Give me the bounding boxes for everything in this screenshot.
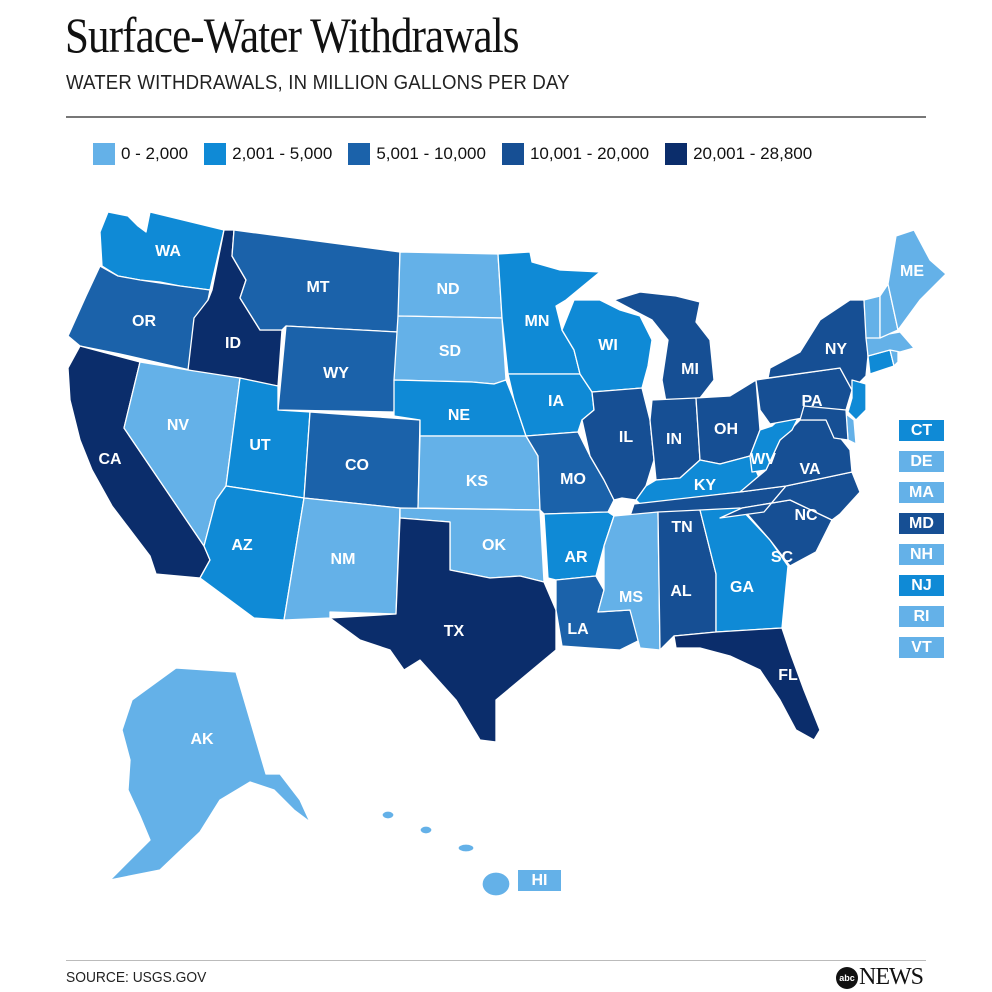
legend-swatch [665, 143, 688, 165]
label-tx: TX [444, 623, 465, 640]
label-ks: KS [466, 473, 489, 490]
legend-item-4: 20,001 - 28,800 [665, 143, 812, 165]
label-wv: WV [750, 451, 776, 468]
legend-label: 5,001 - 10,000 [376, 144, 486, 163]
legend-swatch [204, 143, 227, 165]
state-ar [543, 511, 615, 581]
news-wordmark: NEWS [859, 964, 924, 990]
state-fl [673, 627, 821, 741]
footer-divider [66, 960, 926, 961]
label-al: AL [670, 583, 692, 600]
small-state-md: MD [899, 513, 944, 534]
label-nd: ND [436, 281, 459, 298]
label-ia: IA [548, 393, 564, 410]
abc-logo-icon: abc [836, 966, 858, 989]
legend-swatch [348, 143, 371, 165]
legend-item-3: 10,001 - 20,000 [501, 143, 650, 165]
label-ms: MS [619, 589, 643, 606]
state-mi [613, 291, 715, 403]
label-ne: NE [448, 407, 471, 424]
legend-swatch [501, 143, 524, 165]
label-ny: NY [825, 341, 848, 358]
label-nv: NV [167, 417, 190, 434]
state-hi-oahu [419, 825, 433, 835]
small-state-ma: MA [899, 482, 944, 503]
legend-item-0: 0 - 2,000 [93, 143, 188, 165]
label-nm: NM [331, 551, 356, 568]
small-state-vt: VT [899, 637, 944, 658]
state-hi-kauai [381, 810, 395, 820]
state-nj [847, 379, 867, 421]
label-wy: WY [323, 365, 349, 382]
label-ky: KY [694, 477, 717, 494]
label-pa: PA [801, 393, 822, 410]
small-state-de: DE [899, 451, 944, 472]
label-ga: GA [730, 579, 754, 596]
state-hi-big [481, 871, 511, 897]
label-me: ME [900, 263, 924, 280]
legend: 0 - 2,000 2,001 - 5,000 5,001 - 10,000 1… [93, 143, 828, 165]
state-wi [561, 299, 653, 393]
legend-swatch [93, 143, 115, 165]
legend-item-1: 2,001 - 5,000 [204, 143, 332, 165]
header-divider [66, 116, 926, 118]
source-credit: SOURCE: USGS.GOV [66, 969, 207, 986]
label-hi: HI [518, 870, 561, 891]
label-ca: CA [98, 451, 122, 468]
label-ut: UT [249, 437, 271, 454]
state-hi-maui [457, 843, 475, 853]
state-vt [863, 295, 881, 339]
legend-label: 10,001 - 20,000 [529, 144, 650, 163]
label-wi: WI [598, 337, 618, 354]
small-state-nh: NH [899, 544, 944, 565]
label-il: IL [619, 429, 633, 446]
state-me [887, 229, 947, 331]
label-la: LA [567, 621, 589, 638]
label-wa: WA [155, 243, 181, 260]
legend-label: 2,001 - 5,000 [232, 144, 333, 163]
label-ak: AK [190, 731, 214, 748]
legend-label: 0 - 2,000 [121, 144, 189, 163]
legend-label: 20,001 - 28,800 [693, 144, 813, 163]
label-in: IN [666, 431, 682, 448]
state-ak [109, 667, 311, 881]
state-md [799, 405, 849, 441]
label-ok: OK [482, 537, 506, 554]
state-tx [329, 517, 557, 743]
label-nc: NC [794, 507, 818, 524]
abc-news-logo: abc NEWS [836, 964, 924, 991]
label-mo: MO [560, 471, 586, 488]
label-mi: MI [681, 361, 699, 378]
label-id: ID [225, 335, 241, 352]
label-or: OR [132, 313, 156, 330]
label-va: VA [799, 461, 820, 478]
label-tn: TN [671, 519, 692, 536]
label-az: AZ [231, 537, 253, 554]
label-co: CO [345, 457, 369, 474]
legend-item-2: 5,001 - 10,000 [348, 143, 486, 165]
page-title: Surface-Water Withdrawals [65, 7, 520, 63]
label-mn: MN [525, 313, 550, 330]
label-oh: OH [714, 421, 738, 438]
label-sc: SC [771, 549, 794, 566]
small-state-ri: RI [899, 606, 944, 627]
label-fl: FL [778, 667, 798, 684]
label-ar: AR [564, 549, 588, 566]
label-sd: SD [439, 343, 461, 360]
state-mo [525, 431, 615, 515]
page-subtitle: WATER WITHDRAWALS, IN MILLION GALLONS PE… [66, 72, 570, 94]
small-state-ct: CT [899, 420, 944, 441]
label-mt: MT [306, 279, 329, 296]
small-state-nj: NJ [899, 575, 944, 596]
